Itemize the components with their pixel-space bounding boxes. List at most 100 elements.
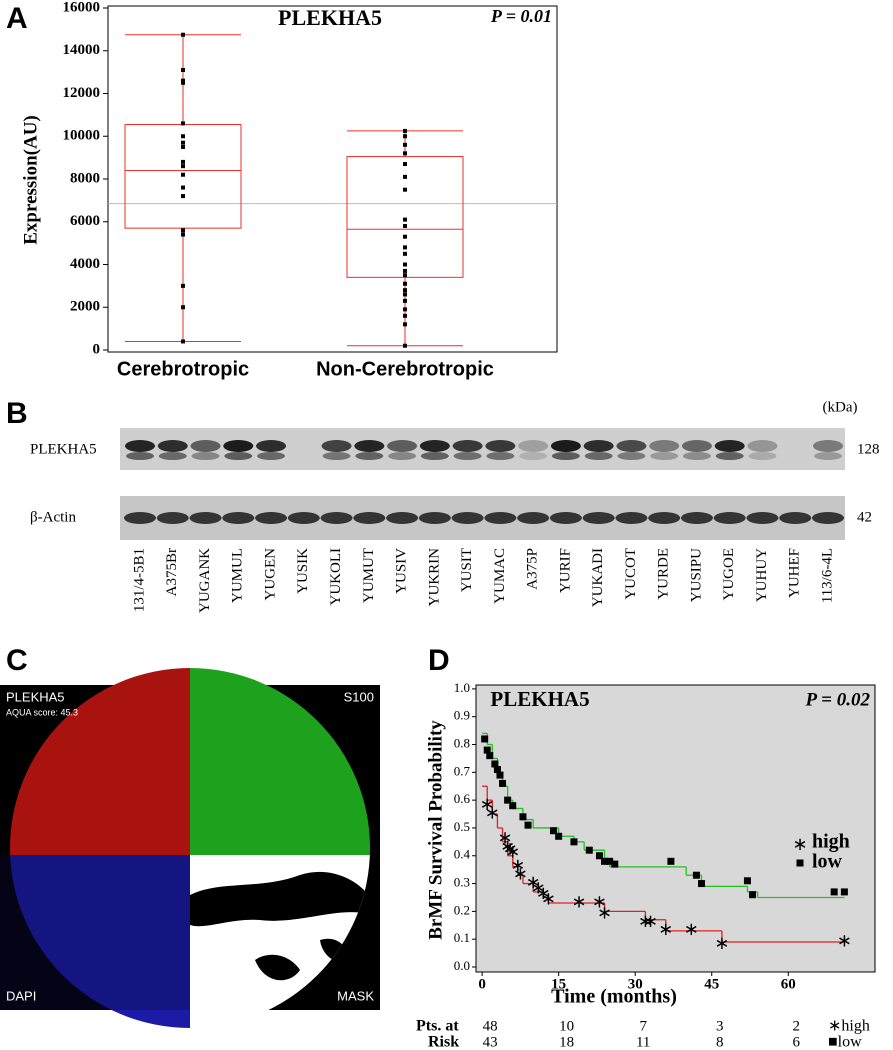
- y-tick-label: 1.0: [454, 680, 470, 695]
- band: [387, 440, 418, 452]
- band: [287, 512, 320, 524]
- y-tick-label: 0.5: [454, 819, 470, 834]
- censor-mark: ∗: [500, 836, 515, 856]
- x-tick-label: 15: [551, 976, 566, 992]
- band: [714, 440, 745, 452]
- lane-label: YUSIPU: [688, 548, 704, 602]
- band: [126, 452, 154, 460]
- censor-mark: ∗: [597, 902, 612, 922]
- censor-mark: [601, 857, 609, 865]
- point: [181, 339, 185, 344]
- censor-mark: ∗: [531, 877, 546, 897]
- censor-mark: [585, 846, 593, 854]
- band: [584, 452, 613, 460]
- channel-label: S100: [344, 689, 374, 704]
- band: [255, 512, 288, 524]
- band: [189, 512, 222, 524]
- band: [681, 440, 712, 452]
- band: [124, 512, 156, 524]
- lane-label: YUHEF: [787, 548, 803, 598]
- censor-mark: [840, 888, 848, 896]
- legend-label: low: [812, 851, 843, 873]
- censor-mark: [550, 827, 558, 835]
- curves: ∗∗∗∗∗∗∗∗∗∗∗∗ ∗ ∗∗ ∗∗ ∗ ∗∗ ∗: [480, 732, 852, 953]
- point: [181, 78, 185, 83]
- chart-title: PLEKHA5: [278, 5, 382, 30]
- censor-mark: [496, 771, 504, 779]
- point: [181, 80, 185, 85]
- band: [125, 440, 155, 452]
- risk-value: 18: [559, 1034, 574, 1050]
- band: [617, 452, 646, 460]
- censor-mark: ∗: [541, 889, 556, 909]
- risk-value: 6: [793, 1034, 801, 1050]
- censor-mark: ∗: [792, 834, 807, 854]
- x-tick-label: 30: [628, 976, 643, 992]
- lane-label: YUGANK: [197, 548, 213, 613]
- point: [403, 281, 407, 286]
- censor-mark: ∗: [658, 919, 673, 939]
- censor-mark: [667, 857, 675, 865]
- band: [680, 512, 713, 524]
- censor-mark: ∗: [510, 855, 525, 875]
- censor-mark: [499, 779, 507, 787]
- band: [583, 440, 614, 452]
- point: [181, 172, 185, 177]
- band: [256, 440, 287, 452]
- band: [616, 440, 647, 452]
- band: [485, 440, 516, 452]
- point: [181, 185, 185, 190]
- censor-mark: ∗: [513, 864, 528, 884]
- panel-letter: C: [6, 644, 28, 677]
- point: [403, 245, 407, 250]
- band: [156, 512, 189, 524]
- y-tick-label: 8000: [70, 170, 100, 186]
- lane-label: YUKOLI: [328, 548, 344, 606]
- chart-title: PLEKHA5: [490, 687, 589, 711]
- point: [181, 121, 185, 126]
- risk-value: 7: [639, 1018, 647, 1034]
- x-tick-label: 0: [478, 976, 486, 992]
- point: [403, 224, 407, 229]
- risk-header: Risk: [428, 1034, 459, 1050]
- point: [181, 67, 185, 72]
- score-label: AQUA score: 45.3: [6, 707, 78, 717]
- risk-row-label: ■low: [828, 1034, 862, 1050]
- band: [190, 440, 221, 452]
- lane-label: YUHUY: [754, 548, 770, 602]
- censor-mark: [830, 888, 838, 896]
- point: [403, 273, 407, 278]
- point: [403, 142, 407, 147]
- y-tick-label: 14000: [63, 42, 101, 58]
- y-tick-label: 0.8: [454, 735, 470, 750]
- panel-letter: A: [6, 2, 28, 35]
- point: [403, 343, 407, 348]
- band: [813, 440, 843, 452]
- band: [486, 452, 515, 460]
- band: [452, 440, 483, 452]
- point: [403, 234, 407, 239]
- lane-label: A375P: [525, 548, 541, 590]
- y-tick-label: 16000: [63, 0, 101, 15]
- band: [321, 440, 352, 452]
- y-tick-label: 0.2: [454, 902, 470, 917]
- channel-label: MASK: [337, 988, 374, 1003]
- lane-label: YUMUT: [361, 548, 377, 603]
- censor-mark: ∗: [503, 839, 518, 859]
- y-tick-label: 10000: [63, 128, 101, 144]
- lane-label: YUMAC: [492, 548, 508, 604]
- point: [403, 162, 407, 167]
- band: [747, 440, 778, 452]
- lane-label: YURIF: [557, 548, 573, 593]
- lane-label: YUSIV: [394, 548, 410, 594]
- point: [181, 232, 185, 237]
- y-tick-label: 0: [93, 341, 101, 357]
- x-tick-label: Cerebrotropic: [117, 358, 249, 380]
- size-label: 128: [857, 441, 880, 457]
- risk-value: 2: [793, 1018, 801, 1034]
- band: [157, 440, 188, 452]
- point: [403, 217, 407, 222]
- band: [551, 452, 580, 460]
- y-tick-label: 6000: [70, 213, 100, 229]
- censor-mark: [555, 832, 563, 840]
